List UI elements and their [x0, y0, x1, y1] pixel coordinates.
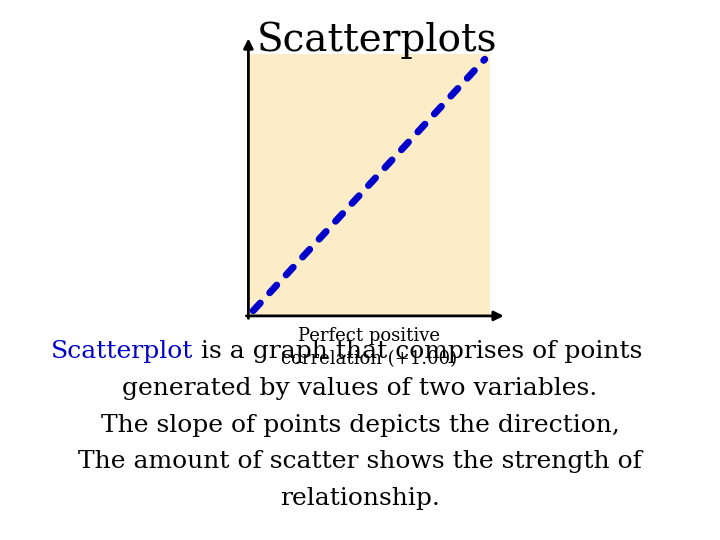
Text: The slope of points depicts the direction,: The slope of points depicts the directio… — [101, 414, 619, 437]
Text: generated by values of two variables.: generated by values of two variables. — [122, 377, 598, 400]
Text: is a graph that comprises of points: is a graph that comprises of points — [193, 340, 642, 363]
Text: The amount of scatter shows the strength of: The amount of scatter shows the strength… — [78, 450, 642, 474]
Text: Scatterplots: Scatterplots — [256, 22, 497, 59]
Text: Perfect positive
correlation (+1.00): Perfect positive correlation (+1.00) — [281, 327, 457, 368]
Text: relationship.: relationship. — [280, 487, 440, 510]
Text: Scatterplot: Scatterplot — [50, 340, 193, 363]
